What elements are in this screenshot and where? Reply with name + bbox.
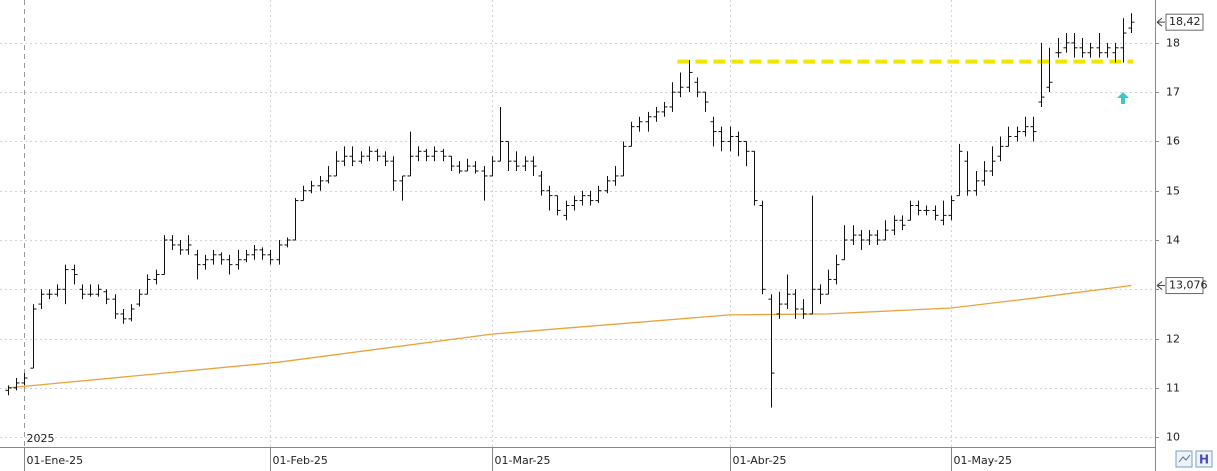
zoom-button[interactable] xyxy=(1175,450,1193,468)
x-tick-label: 01-Feb-25 xyxy=(273,454,328,467)
y-tick-label: 17 xyxy=(1166,86,1180,99)
price-label-box xyxy=(1165,277,1204,295)
y-tick-label: 12 xyxy=(1166,333,1180,346)
y-tick-label: 11 xyxy=(1166,382,1180,395)
price-label: 13,076 xyxy=(1169,279,1208,292)
year-label: 2025 xyxy=(27,432,55,445)
zoom-icon xyxy=(1178,454,1191,463)
x-tick-label: 01-Abr-25 xyxy=(733,454,787,467)
y-tick-label: 14 xyxy=(1166,234,1180,247)
price-pointer xyxy=(1156,17,1165,27)
y-tick-label: 16 xyxy=(1166,135,1180,148)
marks xyxy=(5,13,1135,408)
price-label: 18,42 xyxy=(1169,15,1201,28)
y-tick-label: 18 xyxy=(1166,37,1180,50)
x-tick-label: 01-Ene-25 xyxy=(27,454,84,467)
price-label-box xyxy=(1165,13,1204,31)
up-arrow-icon xyxy=(1117,92,1129,104)
y-tick-label: 10 xyxy=(1166,431,1180,444)
x-tick-label: 01-May-25 xyxy=(954,454,1012,467)
price-pointer xyxy=(1156,281,1165,290)
grid xyxy=(0,0,1155,447)
save-button[interactable] xyxy=(1195,450,1213,468)
moving-average xyxy=(7,284,1132,389)
y-tick-label: 15 xyxy=(1166,185,1180,198)
x-tick-label: 01-Mar-25 xyxy=(495,454,551,467)
save-icon: H xyxy=(1199,453,1209,467)
